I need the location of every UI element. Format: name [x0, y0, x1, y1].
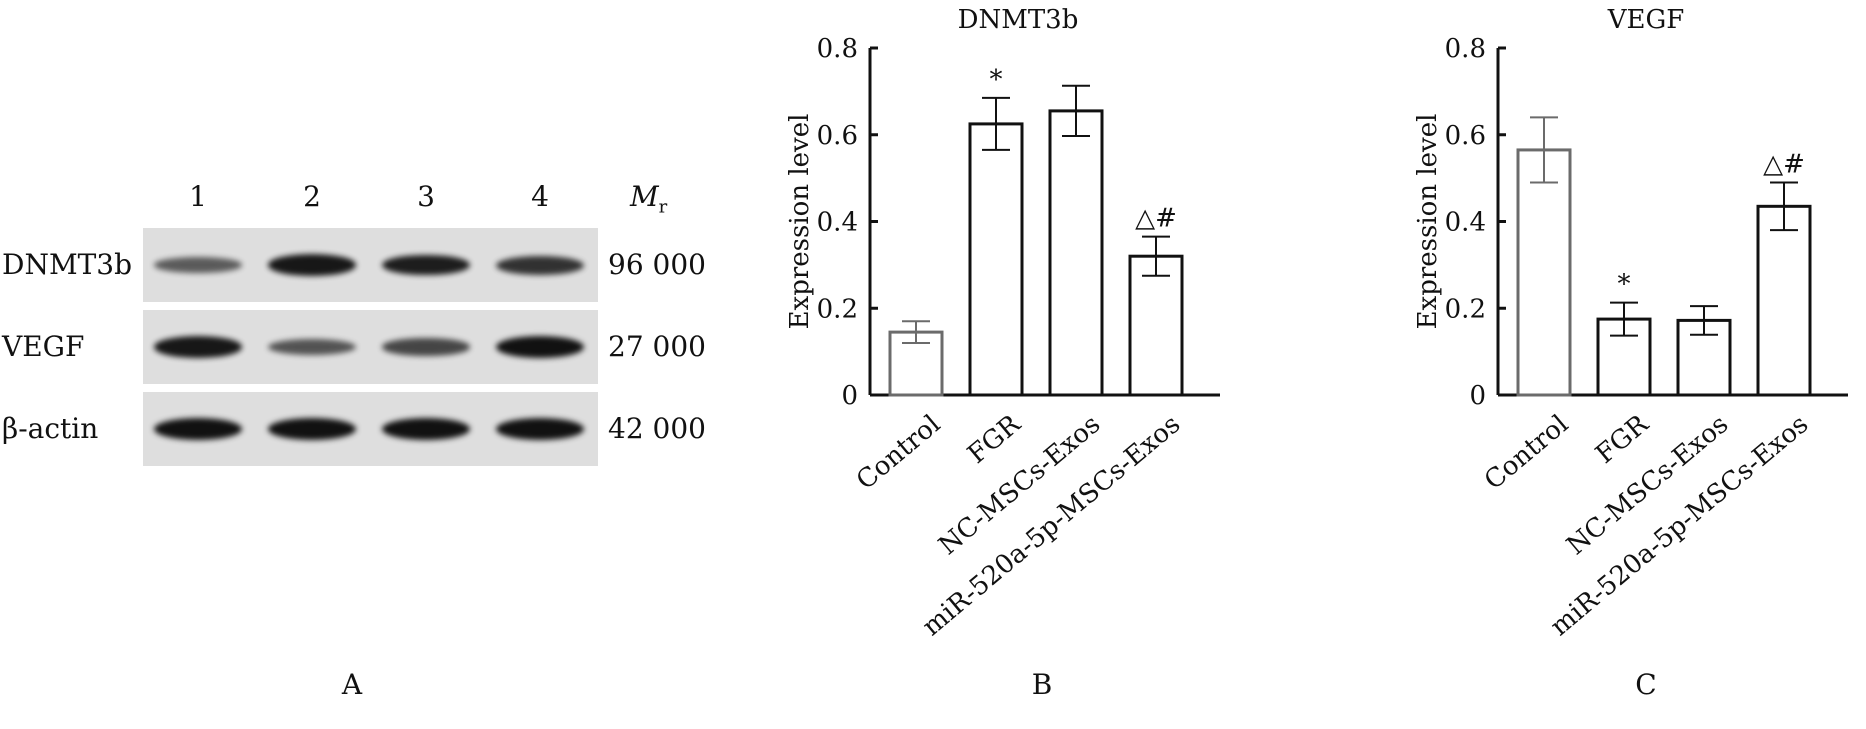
- y-tick-label: 0.6: [817, 121, 858, 151]
- blot-band: [382, 338, 470, 356]
- blot-band: [496, 255, 584, 275]
- chart-vegf: VEGF Expression level 0 0.2 0.4 0.6 0.8 Control…: [1413, 5, 1848, 642]
- y-axis-label: Expression level: [785, 114, 815, 330]
- chart-title: VEGF: [1607, 5, 1685, 35]
- y-tick-label: 0: [841, 381, 858, 411]
- y-tick-label: 0.8: [1445, 34, 1486, 64]
- blot-protein-label: VEGF: [2, 330, 85, 363]
- y-tick-label: 0.4: [1445, 208, 1486, 238]
- blot-protein-label: DNMT3b: [2, 248, 133, 281]
- blot-band: [268, 339, 356, 355]
- y-tick-label: 0.4: [817, 208, 858, 238]
- mr-header-letter: M: [630, 180, 659, 213]
- chart-dnmt3b: DNMT3b Expression level 0 0.2 0.4 0.6 0.8 Contr…: [785, 5, 1220, 642]
- bar: [968, 122, 1024, 397]
- bar: [1516, 148, 1572, 397]
- blot-mr-value: 42 000: [608, 412, 706, 445]
- blot-strip-dnmt3b: [143, 228, 598, 302]
- panel-label-b: B: [1031, 668, 1053, 701]
- blot-band: [268, 254, 356, 276]
- panel-label-c: C: [1635, 668, 1657, 701]
- x-tick-label: Control: [851, 409, 946, 496]
- bar: [1756, 204, 1812, 397]
- x-tick-label: FGR: [1590, 408, 1655, 469]
- blot-strip-beta-actin: [143, 392, 598, 466]
- mr-header-subscript: r: [658, 196, 668, 218]
- blot-band: [154, 336, 242, 358]
- mr-header: Mr: [630, 180, 667, 218]
- western-blot-panel: 1 2 3 4 Mr DNMT3b VEGF β-actin 96 000 27…: [0, 0, 720, 729]
- blot-band: [382, 254, 470, 276]
- y-tick-label: 0.2: [817, 294, 858, 324]
- lane-number: 3: [417, 180, 435, 213]
- blot-protein-label: β-actin: [2, 412, 99, 445]
- y-tick-label: 0.8: [817, 34, 858, 64]
- y-axis-label: Expression level: [1413, 114, 1443, 330]
- blot-band: [154, 418, 242, 440]
- y-tick-label: 0: [1469, 381, 1486, 411]
- significance-mark: △#: [1763, 149, 1805, 179]
- significance-mark: *: [1618, 270, 1631, 300]
- panel-label-a: A: [341, 668, 363, 701]
- blot-band: [154, 257, 242, 273]
- significance-mark: *: [990, 65, 1003, 95]
- chart-title: DNMT3b: [958, 5, 1079, 35]
- y-tick-label: 0.2: [1445, 294, 1486, 324]
- blot-mr-value: 96 000: [608, 248, 706, 281]
- y-tick-label: 0.6: [1445, 121, 1486, 151]
- significance-mark: △#: [1135, 204, 1177, 234]
- blot-band: [382, 418, 470, 440]
- lane-number: 2: [303, 180, 321, 213]
- blot-band: [268, 418, 356, 440]
- blot-strip-vegf: [143, 310, 598, 384]
- blot-mr-value: 27 000: [608, 330, 706, 363]
- blot-band: [496, 418, 584, 440]
- lane-number: 1: [189, 180, 207, 213]
- x-tick-label: FGR: [962, 408, 1027, 469]
- bar: [1128, 254, 1184, 397]
- lane-number: 4: [531, 180, 549, 213]
- bar: [1048, 109, 1104, 397]
- blot-band: [496, 336, 584, 358]
- x-tick-label: Control: [1479, 409, 1574, 496]
